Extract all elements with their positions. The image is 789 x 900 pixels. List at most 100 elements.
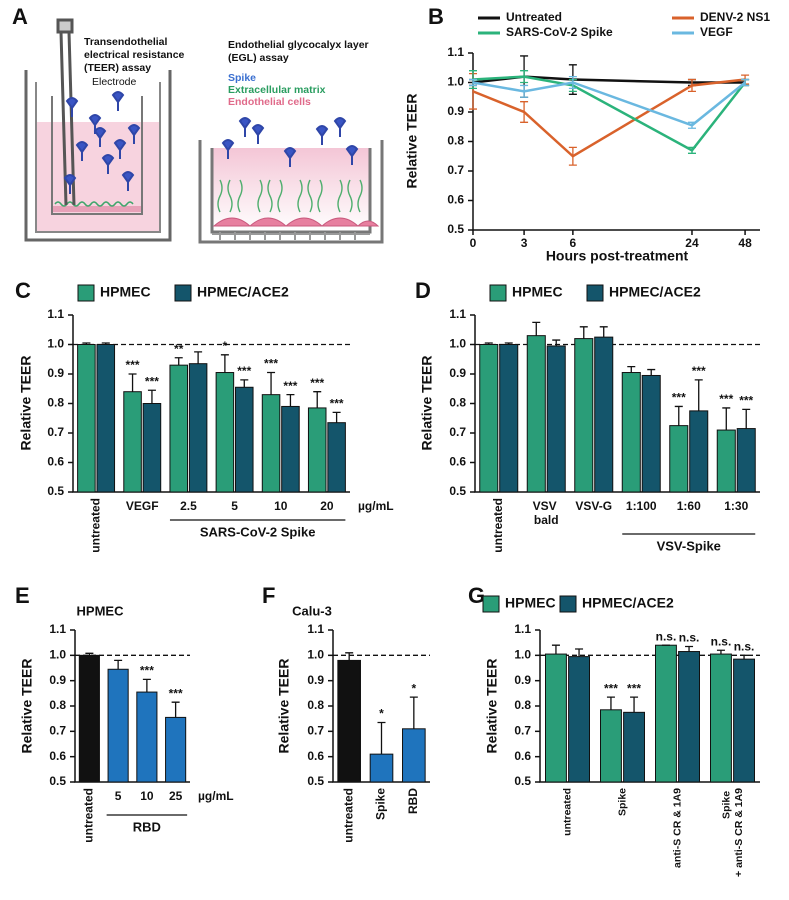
x-tick-label: Spike [374, 788, 388, 820]
series-line [472, 78, 746, 158]
bar [78, 654, 100, 783]
series-line [472, 81, 746, 127]
error-bar [716, 649, 725, 655]
series-line [472, 75, 747, 152]
bar [96, 344, 116, 493]
x-tick-label: 1:60 [677, 499, 701, 513]
group-label: SARS-CoV-2 Spike [200, 524, 316, 539]
error-bar [240, 379, 249, 388]
significance-label: * [411, 681, 416, 695]
bar [169, 364, 188, 493]
y-tick-label: 0.8 [307, 698, 324, 712]
error-bar [220, 354, 229, 373]
legend-label: DENV-2 NS1 [700, 10, 770, 24]
x-tick-label: untreated [82, 788, 96, 843]
bar [327, 422, 346, 493]
error-bar [82, 342, 91, 345]
axes [72, 315, 350, 493]
panel-label: G [468, 583, 485, 608]
bar [621, 372, 641, 493]
error-bar [742, 408, 751, 429]
error-bar [630, 696, 639, 713]
y-tick-label: 0.7 [307, 724, 324, 738]
legend-swatch [586, 284, 604, 302]
spike-icon [111, 91, 125, 111]
y-tick-label: 0.8 [447, 134, 464, 148]
y-tick-label: 1.0 [514, 648, 531, 662]
x-tick-label: untreated [491, 498, 505, 553]
bar [281, 405, 300, 493]
error-bar [174, 357, 183, 366]
y-tick-label: 0.7 [514, 724, 531, 738]
legend-label: VEGF [700, 25, 733, 39]
legend-cells: Endothelial cells [228, 96, 311, 108]
error-bar [409, 696, 418, 729]
error-bar [599, 326, 608, 338]
bar [716, 429, 736, 493]
bar [623, 711, 645, 783]
panel-label: D [415, 278, 431, 303]
bar [689, 410, 709, 493]
y-tick-label: 0.9 [447, 104, 464, 118]
bar [710, 653, 732, 783]
y-tick-label: 0.5 [449, 484, 466, 498]
x-tick-label: 1:100 [626, 499, 657, 513]
x-tick-label: untreated [561, 788, 573, 836]
y-tick-label: 0.5 [307, 774, 324, 788]
y-tick-label: 0.6 [307, 749, 324, 763]
error-bar [552, 339, 561, 346]
bar [733, 658, 755, 783]
error-bar [147, 389, 156, 404]
y-tick-label: 1.1 [449, 307, 466, 321]
bar [574, 338, 594, 493]
x-tick-label: 10 [140, 789, 154, 803]
y-tick-label: 0.9 [49, 673, 66, 687]
y-axis-label: Relative TEER [18, 356, 34, 451]
y-tick-label: 0.8 [449, 396, 466, 410]
legend-label: Untreated [506, 10, 562, 24]
y-tick-label: 0.5 [49, 774, 66, 788]
bar [337, 659, 361, 783]
significance-label: *** [264, 357, 278, 371]
y-tick-label: 1.0 [49, 648, 66, 662]
y-axis-label: Relative TEER [19, 659, 35, 754]
significance-label: n.s. [734, 640, 755, 654]
y-tick-label: 0.5 [47, 484, 64, 498]
bar [215, 372, 235, 493]
spike-icon [63, 174, 77, 194]
significance-label: *** [692, 364, 706, 378]
panel-label: B [428, 4, 444, 29]
legend-matrix: Extracellular matrix [228, 84, 326, 96]
transwell [198, 140, 384, 244]
bar [107, 668, 129, 783]
well-inner [35, 82, 161, 233]
significance-label: *** [237, 364, 251, 378]
error-bar [142, 678, 151, 693]
significance-label: *** [145, 374, 159, 388]
significance-label: *** [627, 681, 641, 695]
error-bar [740, 654, 749, 660]
x-axis-label: Hours post-treatment [546, 248, 689, 264]
x-tick-label: untreated [88, 498, 102, 553]
legend-label: HPMEC [512, 284, 563, 300]
error-bar [85, 652, 94, 656]
bar [669, 425, 689, 493]
x-tick-label: Spike + anti-S CR & 1A9 [720, 788, 745, 877]
error-bar [377, 721, 386, 755]
significance-label: ** [174, 342, 184, 356]
x-tick-label: 0 [470, 236, 477, 250]
error-bar [114, 659, 123, 670]
bar [307, 407, 327, 493]
x-tick-label: RBD [406, 788, 420, 814]
x-tick-label: VSV bald [533, 499, 560, 527]
y-axis-label: Relative TEER [419, 356, 435, 451]
y-tick-label: 1.0 [47, 337, 64, 351]
y-tick-label: 0.6 [514, 749, 531, 763]
significance-label: n.s. [679, 631, 700, 645]
significance-label: *** [330, 397, 344, 411]
error-bar [579, 326, 588, 339]
panel-label: E [15, 583, 30, 608]
x-tick-label: 24 [685, 236, 699, 250]
y-tick-label: 1.1 [447, 45, 464, 59]
